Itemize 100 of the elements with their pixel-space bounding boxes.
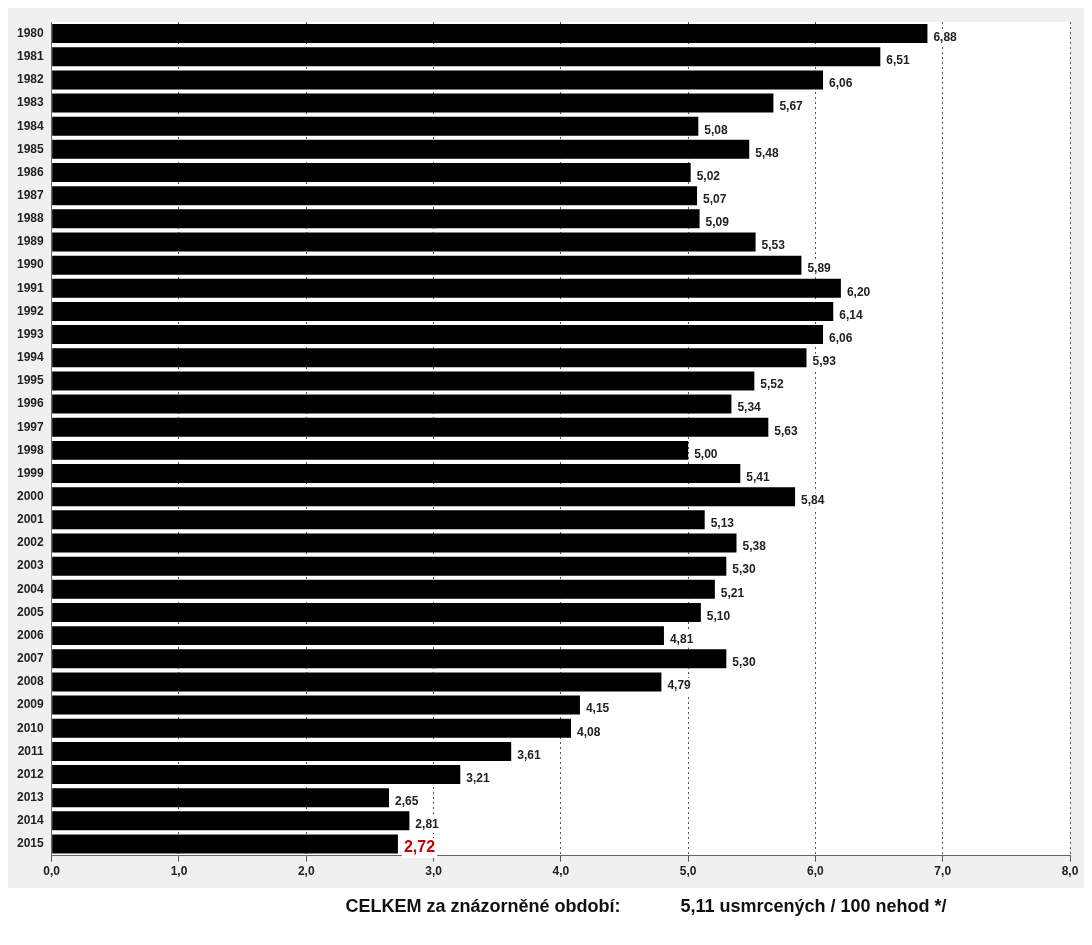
y-tick-label: 2015 [16,836,45,851]
x-tick-label: 4,0 [552,864,570,879]
y-tick-label: 1992 [16,303,45,318]
bar [52,116,699,136]
x-tick-label: 1,0 [170,864,188,879]
data-label: 4,08 [577,724,601,739]
bar [52,718,572,738]
y-tick-label: 1994 [16,350,45,365]
bar [52,139,750,159]
bar [52,24,928,44]
y-tick-label: 1995 [16,373,45,388]
bar [52,186,698,206]
x-tick-label: 3,0 [425,864,443,879]
data-label: 5,38 [742,539,767,554]
annotation: 2,72 [403,838,436,856]
y-tick-label: 2014 [16,813,45,828]
x-tick-label: 7,0 [934,864,952,879]
text: CELKEM za znázorněné období: [345,896,621,917]
data-label: 5,48 [755,145,779,160]
y-tick-label: 1982 [16,72,45,87]
bar [52,301,834,321]
y-tick-label: 1990 [16,257,45,272]
y-tick-label: 2008 [16,674,45,689]
bar [52,232,756,252]
bar [52,394,732,414]
bar [52,487,796,507]
x-tick-label: 8,0 [1061,864,1079,879]
x-tick-label: 2,0 [297,864,315,879]
data-label: 2,81 [415,817,440,832]
y-tick-label: 1984 [16,118,45,133]
y-tick-label: 2011 [17,743,45,758]
bar [52,348,807,368]
y-tick-label: 2001 [16,512,45,527]
bar [52,278,841,298]
y-tick-label: 1986 [16,164,45,179]
bar [52,602,701,622]
y-tick-label: 1999 [16,465,45,480]
data-label: 3,61 [517,747,541,762]
y-tick-label: 1989 [16,234,45,249]
y-tick-label: 2006 [16,627,45,642]
bar [52,464,741,484]
bar [52,695,580,715]
data-label: 5,08 [704,122,728,137]
bar [52,626,664,646]
x-tick-label: 5,0 [679,864,697,879]
y-tick-label: 2009 [16,697,45,712]
data-label: 5,21 [720,585,745,600]
data-label: 5,89 [807,261,832,276]
data-label: 2,65 [395,794,419,809]
bar [52,811,410,831]
data-label: 4,15 [585,701,610,716]
y-tick-label: 2002 [16,535,45,550]
x-tick-label: 0,0 [43,864,61,879]
y-tick-label: 1991 [16,280,45,295]
data-label: 5,53 [761,238,786,253]
bar [52,440,689,460]
y-tick-label: 2004 [16,581,45,596]
data-label: 6,06 [829,76,853,91]
data-label: 5,30 [732,655,756,670]
y-tick-label: 2013 [16,790,45,805]
bar [52,255,802,275]
x-tick-label: 6,0 [807,864,825,879]
y-tick-label: 2000 [16,489,45,503]
bar [52,510,705,530]
data-label: 4,81 [669,631,694,646]
bar [52,47,881,67]
data-label: 5,13 [710,516,735,531]
data-label: 5,10 [706,608,731,623]
bar [52,579,715,599]
y-tick-label: 1987 [16,187,45,202]
data-label: 5,00 [694,446,718,461]
y-tick-label: 2012 [16,766,45,781]
y-tick-label: 1997 [16,419,45,434]
bar [52,93,774,113]
bar [52,672,662,692]
bar [52,741,512,761]
data-label: 6,14 [839,307,863,322]
bar [52,556,727,576]
y-tick-label: 2010 [16,720,45,735]
data-label: 3,21 [466,770,490,785]
data-label: 6,51 [886,53,911,68]
bar [52,788,390,808]
bar [52,533,737,553]
bar [52,209,700,229]
bar [52,417,769,437]
bar [52,371,755,391]
text: 5,11 usmrcených / 100 nehod */ [680,896,947,917]
y-tick-label: 2005 [16,604,45,619]
data-label: 5,30 [732,562,756,577]
bar [52,70,824,90]
data-label: 5,93 [812,354,837,369]
y-tick-label: 2007 [16,651,45,666]
data-label: 5,67 [779,99,804,114]
data-label: 4,79 [667,678,692,693]
bar [52,649,727,669]
data-label: 6,88 [933,29,958,44]
y-tick-label: 1981 [16,49,45,64]
data-label: 5,09 [705,215,730,230]
data-label: 5,41 [746,469,771,484]
bar [52,765,461,785]
